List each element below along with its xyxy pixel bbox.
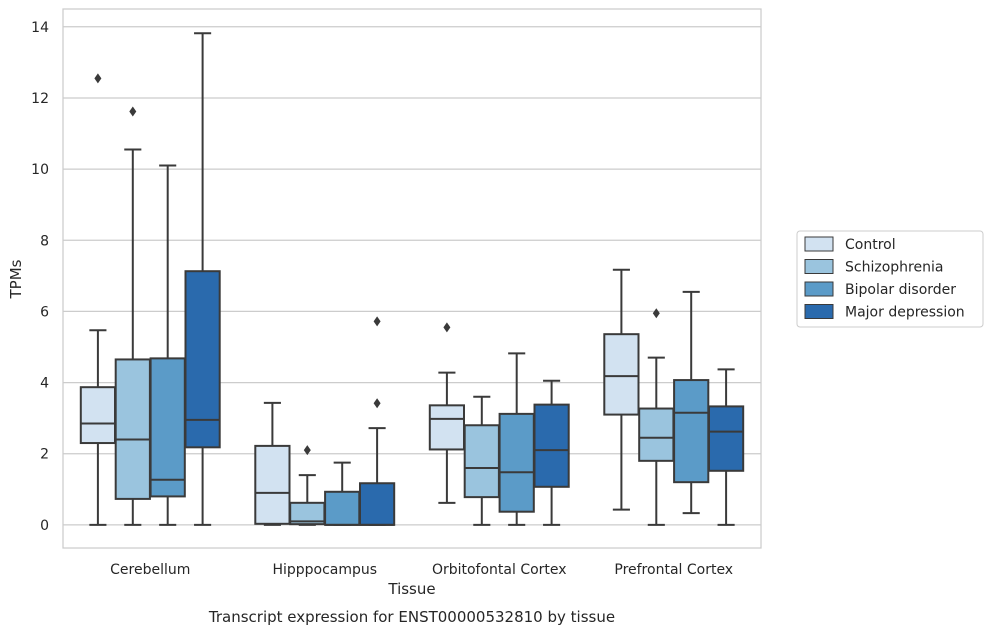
outlier-point xyxy=(373,398,381,409)
box-iqr xyxy=(428,404,466,451)
legend-frame xyxy=(796,230,984,328)
box-schizophrenia xyxy=(289,445,326,526)
box-iqr xyxy=(707,405,745,472)
legend-swatch xyxy=(804,281,834,297)
x-axis-label: Tissue xyxy=(387,580,435,598)
outlier-point xyxy=(94,73,102,84)
box-iqr xyxy=(324,490,361,526)
legend-swatch xyxy=(804,259,834,274)
legend-label: Control xyxy=(845,237,896,253)
box-control xyxy=(428,322,466,504)
box-iqr xyxy=(603,333,640,416)
legend: Control Schizophrenia Bipolar disorder Majo… xyxy=(796,230,984,328)
outlier-point xyxy=(443,322,451,333)
y-tick-label: 6 xyxy=(40,304,49,320)
legend-label: Schizophrenia xyxy=(845,260,943,276)
outlier-point xyxy=(303,445,311,456)
box-major-depression xyxy=(358,316,396,526)
box-bipolar-disorder xyxy=(498,352,535,526)
legend-swatch xyxy=(804,236,834,252)
figure-caption: Transcript expression for ENST0000053281… xyxy=(208,608,615,626)
box-iqr xyxy=(149,357,186,498)
x-tick-label: Hipppocampus xyxy=(272,562,377,578)
box-bipolar-disorder xyxy=(149,164,186,526)
y-tick-label: 8 xyxy=(40,233,49,249)
box-major-depression xyxy=(533,379,570,526)
box-schizophrenia xyxy=(114,106,151,526)
box-major-depression xyxy=(707,368,745,526)
y-tick-labels: 0 2 4 6 8 10 12 14 xyxy=(31,20,49,534)
y-tick-label: 14 xyxy=(31,20,49,36)
box-bipolar-disorder xyxy=(673,290,710,515)
legend-label: Bipolar disorder xyxy=(845,282,956,298)
y-tick-label: 12 xyxy=(31,91,49,107)
box-schizophrenia xyxy=(638,308,675,526)
box-control xyxy=(254,401,291,526)
legend-label: Major depression xyxy=(845,305,965,321)
y-tick-label: 10 xyxy=(31,162,49,178)
legend-swatch xyxy=(804,304,834,319)
box-iqr xyxy=(254,444,291,525)
x-tick-label: Orbitofontal Cortex xyxy=(432,562,567,578)
box-bipolar-disorder xyxy=(324,461,361,526)
box-control xyxy=(79,73,117,526)
box-iqr xyxy=(498,412,535,513)
box-iqr xyxy=(358,482,396,526)
box-iqr xyxy=(463,424,500,499)
y-tick-label: 4 xyxy=(40,376,49,392)
box-major-depression xyxy=(184,32,221,526)
box-control xyxy=(603,268,640,511)
box-iqr xyxy=(79,386,117,445)
box-iqr xyxy=(533,403,570,488)
outlier-point xyxy=(129,106,137,117)
y-tick-label: 0 xyxy=(40,518,49,534)
box-iqr xyxy=(184,270,221,449)
box-schizophrenia xyxy=(463,395,500,526)
outlier-point xyxy=(652,308,660,319)
box-iqr xyxy=(114,358,151,500)
x-tick-label: Prefrontal Cortex xyxy=(614,562,733,578)
x-tick-label: Cerebellum xyxy=(110,562,190,578)
x-tick-labels: Cerebellum Hipppocampus Orbitofontal Corte… xyxy=(110,562,733,578)
outlier-point xyxy=(373,316,381,327)
box-iqr xyxy=(638,407,675,462)
boxes xyxy=(79,32,745,526)
y-tick-label: 2 xyxy=(40,447,49,463)
plot-area-frame xyxy=(62,8,762,549)
y-axis-label: TPMs xyxy=(7,259,25,299)
box-iqr xyxy=(673,379,710,484)
